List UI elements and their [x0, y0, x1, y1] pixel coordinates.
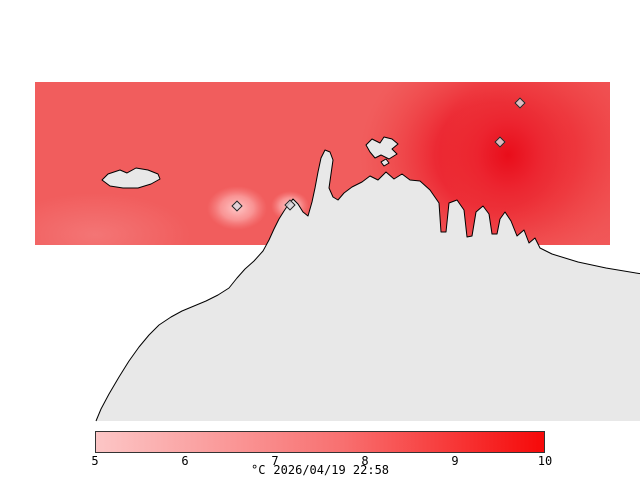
island-west [101, 167, 161, 189]
colorbar-tick-label: 9 [451, 454, 459, 468]
mainland-fill [96, 150, 640, 421]
colorbar-tick-label: 10 [537, 454, 553, 468]
colorbar-tick-row: 5 6 7 8 9 10 [91, 454, 552, 468]
colorbar-tick-label: 8 [361, 454, 369, 468]
timestamp-label: 2026/04/19 22:58 [273, 463, 390, 477]
colorbar-gradient [95, 431, 545, 453]
colorbar-caption: °C 2026/04/19 22:58 [95, 463, 545, 477]
field-soft-spot [35, 193, 190, 245]
colorbar-tick-label: 5 [91, 454, 99, 468]
field-hotspot-core [440, 82, 576, 230]
island-north [365, 136, 399, 160]
colorbar-tick-label: 7 [271, 454, 279, 468]
coastline [95, 149, 640, 422]
islet [380, 158, 390, 167]
field-light-spot [207, 186, 267, 230]
colorbar-tick-label: 6 [181, 454, 189, 468]
unit-label: °C [250, 463, 266, 477]
